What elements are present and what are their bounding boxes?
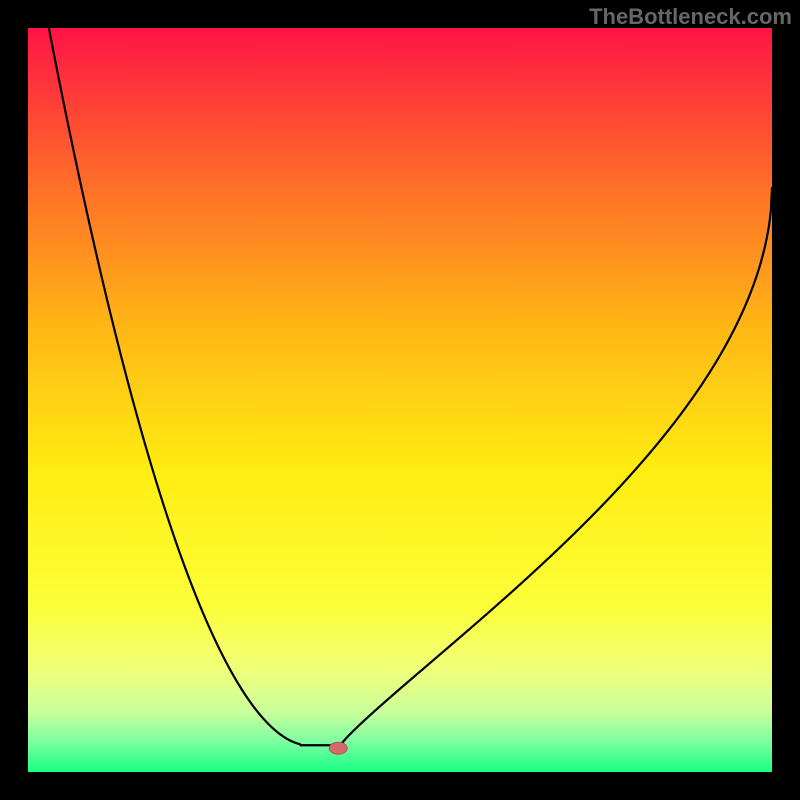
chart-container: { "watermark": { "text": "TheBottleneck.…	[0, 0, 800, 800]
bottleneck-chart	[0, 0, 800, 800]
chart-plot-area	[28, 28, 772, 772]
optimum-marker	[329, 742, 347, 754]
watermark-text: TheBottleneck.com	[589, 4, 792, 30]
